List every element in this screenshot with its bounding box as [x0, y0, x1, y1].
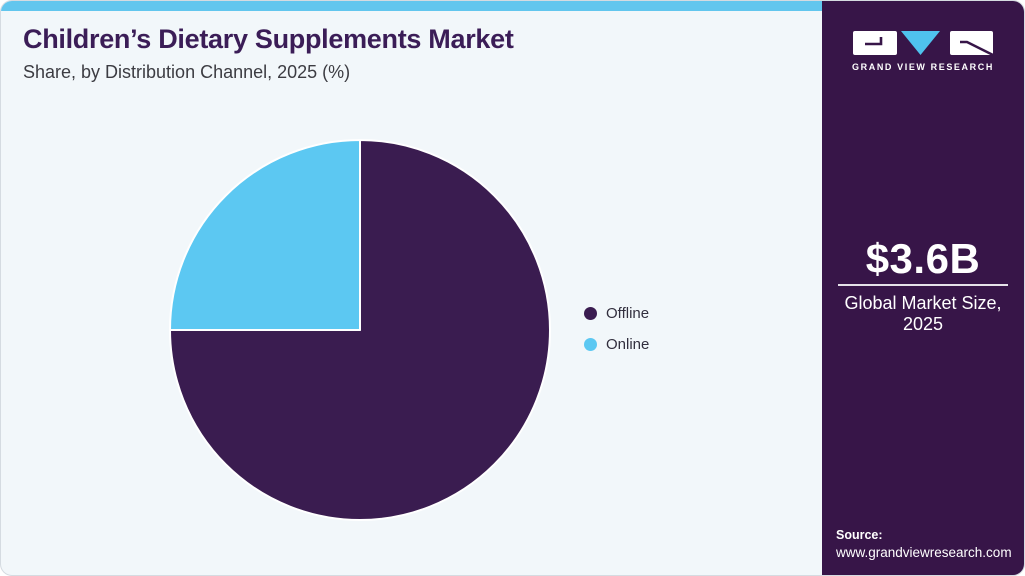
stat-label: Global Market Size, 2025: [822, 293, 1024, 335]
source-url: www.grandviewresearch.com: [836, 545, 1012, 560]
stat-value: $3.6B: [865, 235, 981, 282]
legend-label-offline: Offline: [606, 304, 650, 322]
logo-g-glyph: [865, 37, 883, 46]
pie-slice-online: [169, 139, 361, 331]
logo-v-triangle-icon: [901, 31, 940, 55]
legend-item-online: Online: [584, 335, 650, 353]
legend-label-online: Online: [606, 335, 650, 353]
source-label: Source:: [836, 528, 883, 542]
gvr-logo: GRAND VIEW RESEARCH: [822, 30, 1024, 72]
legend: Offline Online: [584, 305, 649, 367]
stat-label-line2: 2025: [902, 314, 944, 334]
stat-divider: [838, 284, 1008, 286]
sidebar: GRAND VIEW RESEARCH $3.6B Global Market …: [822, 1, 1024, 575]
logo-r-glyph: [960, 40, 994, 57]
source-block: Source: www.grandviewresearch.com: [836, 527, 1016, 561]
market-size-stat: $3.6B Global Market Size, 2025: [822, 238, 1024, 335]
legend-swatch-offline: [584, 306, 597, 320]
page-subtitle: Share, by Distribution Channel, 2025 (%): [23, 62, 351, 82]
stat-label-line1: Global Market Size,: [844, 293, 1002, 313]
legend-item-offline: Offline: [584, 304, 650, 322]
legend-swatch-online: [584, 337, 597, 351]
header: Children’s Dietary Supplements Market Sh…: [23, 23, 514, 83]
top-accent-bar: [1, 1, 822, 11]
pie-chart: [169, 139, 551, 521]
page-title: Children’s Dietary Supplements Market: [23, 24, 514, 54]
gvr-logo-icon: [853, 31, 994, 57]
brand-name: GRAND VIEW RESEARCH: [852, 62, 994, 72]
